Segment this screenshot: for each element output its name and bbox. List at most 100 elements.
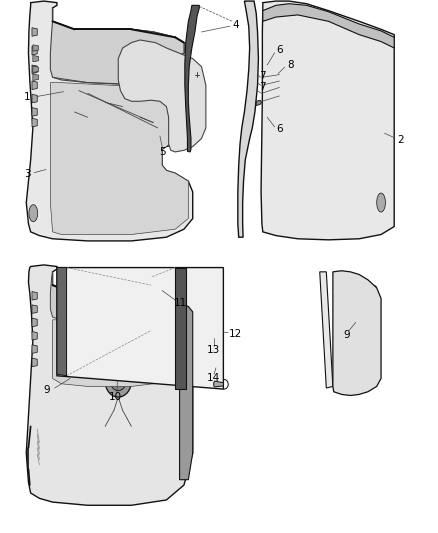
Polygon shape [50, 8, 184, 85]
Circle shape [220, 379, 228, 389]
Circle shape [134, 333, 138, 338]
Circle shape [372, 368, 377, 373]
Polygon shape [118, 40, 206, 152]
Circle shape [372, 309, 377, 314]
Text: 2: 2 [397, 135, 404, 144]
Polygon shape [50, 272, 193, 324]
Text: 5: 5 [159, 148, 166, 157]
Circle shape [84, 89, 91, 98]
Polygon shape [185, 5, 199, 152]
Circle shape [110, 97, 117, 106]
Circle shape [77, 165, 116, 213]
Circle shape [145, 86, 187, 138]
Text: 9: 9 [343, 330, 350, 340]
Circle shape [105, 365, 131, 397]
Circle shape [150, 92, 156, 100]
Circle shape [159, 124, 166, 132]
Circle shape [153, 325, 158, 330]
Text: 14: 14 [207, 374, 220, 383]
Circle shape [345, 300, 369, 329]
Circle shape [372, 341, 377, 346]
Text: 9: 9 [43, 385, 50, 395]
Circle shape [345, 337, 369, 367]
Text: 13: 13 [207, 345, 220, 355]
Circle shape [249, 21, 254, 27]
Polygon shape [263, 4, 394, 48]
Polygon shape [256, 100, 261, 106]
Polygon shape [50, 83, 188, 235]
Circle shape [372, 285, 377, 290]
Circle shape [134, 354, 138, 360]
Circle shape [110, 372, 126, 391]
Polygon shape [32, 108, 37, 116]
Circle shape [66, 322, 70, 328]
Polygon shape [57, 268, 67, 376]
Polygon shape [333, 271, 381, 395]
Polygon shape [320, 272, 333, 388]
Circle shape [385, 63, 391, 70]
Polygon shape [33, 66, 39, 72]
Circle shape [333, 120, 364, 157]
Circle shape [154, 97, 179, 127]
Polygon shape [32, 332, 37, 340]
Polygon shape [32, 94, 37, 103]
Circle shape [70, 346, 92, 373]
Circle shape [64, 338, 99, 381]
Text: 8: 8 [287, 60, 294, 70]
Circle shape [67, 153, 126, 225]
Polygon shape [32, 28, 37, 36]
Text: 7: 7 [258, 83, 265, 92]
Polygon shape [32, 358, 37, 367]
Polygon shape [32, 305, 37, 313]
Polygon shape [32, 46, 37, 55]
Circle shape [342, 131, 355, 147]
Polygon shape [377, 193, 385, 212]
Polygon shape [180, 303, 193, 480]
Circle shape [190, 63, 196, 70]
Polygon shape [33, 55, 39, 62]
Circle shape [134, 325, 138, 330]
Circle shape [124, 66, 130, 73]
Polygon shape [32, 345, 37, 353]
Text: 11: 11 [174, 298, 187, 308]
Polygon shape [29, 205, 38, 222]
Circle shape [372, 354, 377, 360]
Polygon shape [238, 1, 258, 237]
Text: 3: 3 [24, 169, 31, 179]
Text: 12: 12 [229, 329, 242, 338]
Polygon shape [261, 1, 394, 240]
Circle shape [385, 74, 391, 81]
Polygon shape [57, 268, 223, 389]
Circle shape [372, 298, 377, 304]
Polygon shape [26, 265, 193, 505]
Circle shape [55, 333, 59, 338]
Circle shape [134, 344, 138, 349]
Polygon shape [32, 81, 37, 90]
Polygon shape [53, 320, 175, 386]
Text: 7: 7 [258, 71, 265, 81]
Circle shape [324, 109, 372, 168]
Text: 4: 4 [232, 20, 239, 30]
Circle shape [55, 344, 59, 349]
Circle shape [372, 330, 377, 336]
Polygon shape [32, 118, 37, 127]
Polygon shape [32, 65, 37, 74]
Circle shape [385, 42, 391, 49]
Text: 6: 6 [276, 124, 283, 134]
Polygon shape [33, 74, 39, 80]
Polygon shape [214, 381, 223, 387]
Text: 1: 1 [24, 92, 31, 102]
Text: 6: 6 [276, 45, 283, 55]
Circle shape [137, 108, 144, 116]
Circle shape [88, 179, 105, 200]
Circle shape [385, 52, 391, 60]
Polygon shape [32, 318, 37, 327]
Circle shape [385, 87, 391, 94]
Circle shape [85, 324, 90, 329]
Text: 10: 10 [109, 392, 122, 402]
Circle shape [110, 325, 114, 330]
Polygon shape [33, 45, 39, 51]
Polygon shape [175, 268, 186, 389]
Polygon shape [26, 1, 193, 241]
Polygon shape [32, 292, 37, 300]
